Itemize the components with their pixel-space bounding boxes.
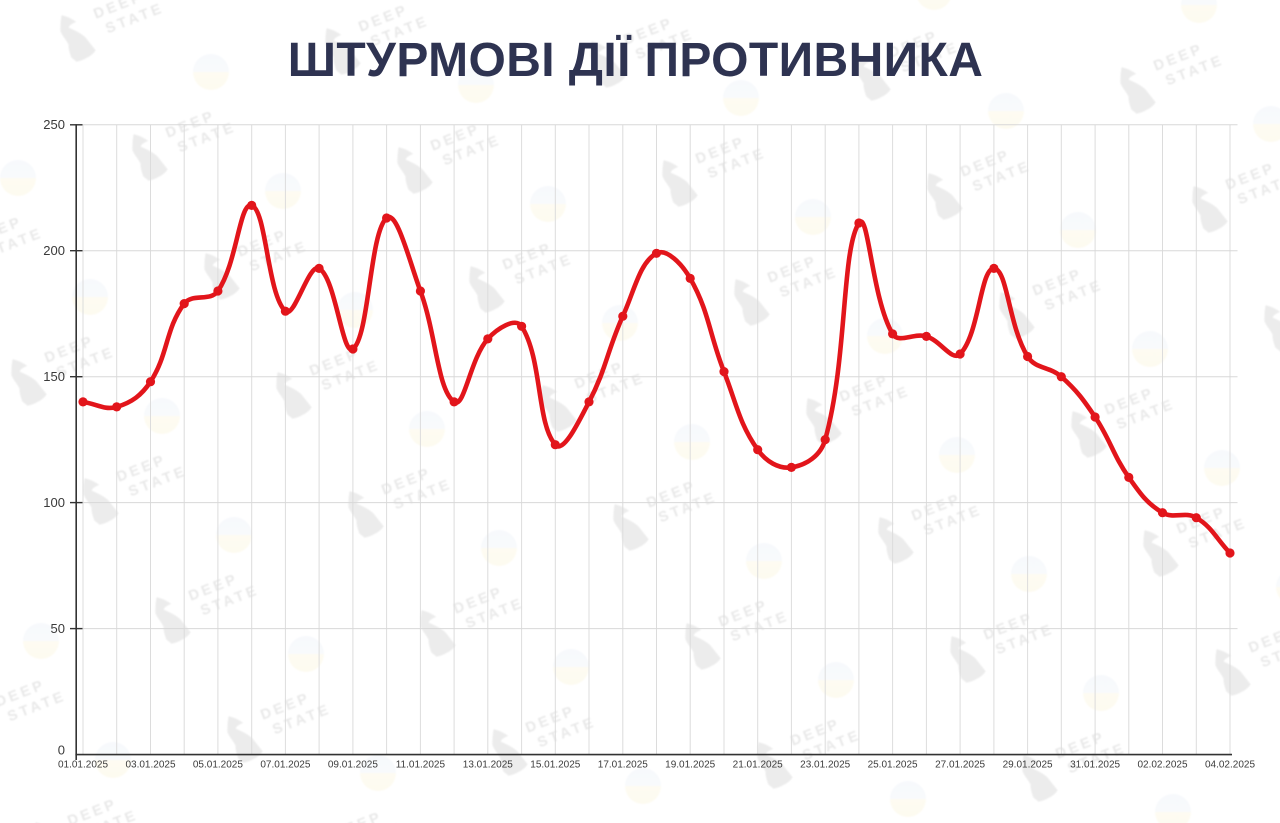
svg-text:200: 200 xyxy=(43,243,65,258)
svg-text:21.01.2025: 21.01.2025 xyxy=(733,760,783,771)
svg-text:09.01.2025: 09.01.2025 xyxy=(328,760,378,771)
svg-text:07.01.2025: 07.01.2025 xyxy=(260,760,310,771)
svg-text:0: 0 xyxy=(58,742,65,757)
svg-text:31.01.2025: 31.01.2025 xyxy=(1070,760,1120,771)
svg-text:150: 150 xyxy=(43,369,65,384)
svg-text:23.01.2025: 23.01.2025 xyxy=(800,760,850,771)
svg-text:25.01.2025: 25.01.2025 xyxy=(868,760,918,771)
svg-text:13.01.2025: 13.01.2025 xyxy=(463,760,513,771)
svg-text:DEEP: DEEP xyxy=(330,809,385,823)
svg-text:15.01.2025: 15.01.2025 xyxy=(530,760,580,771)
svg-text:01.01.2025: 01.01.2025 xyxy=(58,760,108,771)
svg-text:100: 100 xyxy=(43,495,65,510)
svg-text:17.01.2025: 17.01.2025 xyxy=(598,760,648,771)
svg-text:27.01.2025: 27.01.2025 xyxy=(935,760,985,771)
svg-text:04.02.2025: 04.02.2025 xyxy=(1205,760,1255,771)
svg-text:11.01.2025: 11.01.2025 xyxy=(396,760,446,771)
svg-text:50: 50 xyxy=(51,621,65,636)
svg-text:02.02.2025: 02.02.2025 xyxy=(1137,760,1187,771)
svg-text:250: 250 xyxy=(43,117,65,132)
svg-text:03.01.2025: 03.01.2025 xyxy=(125,760,175,771)
svg-text:05.01.2025: 05.01.2025 xyxy=(193,760,243,771)
svg-text:19.01.2025: 19.01.2025 xyxy=(665,760,715,771)
svg-text:29.01.2025: 29.01.2025 xyxy=(1003,760,1053,771)
